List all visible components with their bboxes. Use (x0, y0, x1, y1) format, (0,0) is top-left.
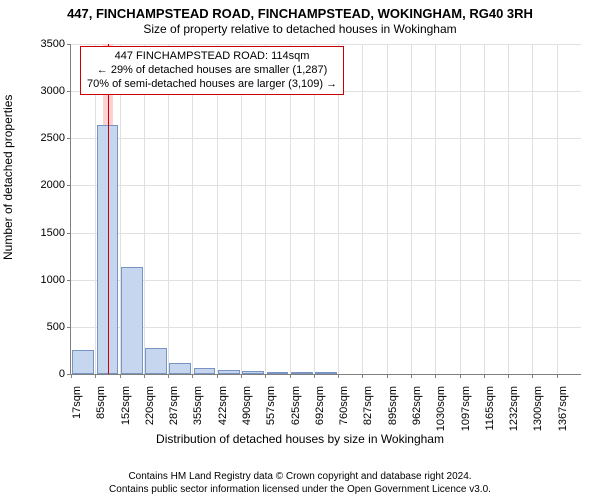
x-axis-title: Distribution of detached houses by size … (0, 432, 600, 446)
x-tick-label: 85sqm (95, 386, 107, 419)
bar (315, 372, 337, 374)
x-tick-label: 1097sqm (460, 386, 472, 431)
x-tick-label: 1300sqm (532, 386, 544, 431)
x-tick-mark (557, 374, 558, 378)
x-tick-mark (532, 374, 533, 378)
y-tick-mark (67, 138, 71, 139)
y-tick-label: 3000 (41, 85, 65, 97)
gridline-vertical (508, 44, 509, 374)
x-tick-label: 1367sqm (557, 386, 569, 431)
attribution-text: Contains HM Land Registry data © Crown c… (0, 470, 600, 496)
chart-title-sub: Size of property relative to detached ho… (0, 22, 600, 36)
gridline-horizontal (71, 280, 581, 281)
gridline-horizontal (71, 185, 581, 186)
attribution-line-1: Contains HM Land Registry data © Crown c… (0, 470, 600, 483)
x-tick-label: 422sqm (217, 386, 229, 425)
y-tick-label: 2000 (41, 179, 65, 191)
gridline-horizontal (71, 44, 581, 45)
y-tick-label: 3500 (41, 38, 65, 50)
gridline-vertical (460, 44, 461, 374)
gridline-vertical (362, 44, 363, 374)
y-axis-title: Number of detached properties (1, 95, 15, 260)
y-tick-mark (67, 280, 71, 281)
gridline-horizontal (71, 233, 581, 234)
x-tick-mark (338, 374, 339, 378)
gridline-horizontal (71, 327, 581, 328)
annotation-line-3: 70% of semi-detached houses are larger (… (87, 78, 337, 92)
gridline-vertical (484, 44, 485, 374)
x-tick-label: 490sqm (241, 386, 253, 425)
x-tick-label: 895sqm (387, 386, 399, 425)
x-tick-label: 152sqm (120, 386, 132, 425)
x-tick-label: 287sqm (168, 386, 180, 425)
annotation-box: 447 FINCHAMPSTEAD ROAD: 114sqm← 29% of d… (80, 46, 344, 95)
x-tick-mark (71, 374, 72, 378)
x-tick-mark (387, 374, 388, 378)
gridline-vertical (557, 44, 558, 374)
x-tick-label: 827sqm (362, 386, 374, 425)
y-tick-label: 1000 (41, 274, 65, 286)
x-tick-label: 355sqm (192, 386, 204, 425)
y-tick-label: 2500 (41, 132, 65, 144)
x-tick-mark (168, 374, 169, 378)
bar (72, 350, 94, 375)
y-tick-mark (67, 327, 71, 328)
bar (267, 372, 289, 374)
x-tick-label: 557sqm (265, 386, 277, 425)
gridline-vertical (387, 44, 388, 374)
bar (242, 371, 264, 374)
gridline-vertical (411, 44, 412, 374)
gridline-horizontal (71, 138, 581, 139)
x-tick-label: 1030sqm (435, 386, 447, 431)
x-tick-label: 692sqm (314, 386, 326, 425)
x-tick-mark (120, 374, 121, 378)
bar (145, 348, 167, 374)
x-tick-mark (411, 374, 412, 378)
chart-title-main: 447, FINCHAMPSTEAD ROAD, FINCHAMPSTEAD, … (0, 6, 600, 21)
bar (194, 368, 216, 374)
x-tick-label: 220sqm (144, 386, 156, 425)
bar (218, 370, 240, 374)
x-tick-label: 962sqm (411, 386, 423, 425)
y-tick-label: 0 (59, 368, 65, 380)
x-tick-mark (484, 374, 485, 378)
x-tick-label: 1165sqm (484, 386, 496, 430)
attribution-line-2: Contains public sector information licen… (0, 483, 600, 496)
x-tick-label: 760sqm (338, 386, 350, 425)
annotation-line-1: 447 FINCHAMPSTEAD ROAD: 114sqm (87, 50, 337, 64)
x-tick-mark (435, 374, 436, 378)
y-tick-label: 1500 (41, 227, 65, 239)
bar (169, 363, 191, 374)
x-tick-mark (290, 374, 291, 378)
x-tick-mark (217, 374, 218, 378)
x-tick-label: 17sqm (71, 386, 83, 419)
y-tick-mark (67, 91, 71, 92)
chart-container: 447, FINCHAMPSTEAD ROAD, FINCHAMPSTEAD, … (0, 0, 600, 500)
x-tick-label: 1232sqm (508, 386, 520, 431)
x-tick-mark (192, 374, 193, 378)
x-tick-mark (144, 374, 145, 378)
y-tick-label: 500 (47, 321, 65, 333)
bar (291, 372, 313, 374)
x-tick-mark (241, 374, 242, 378)
gridline-vertical (435, 44, 436, 374)
bar (121, 267, 143, 374)
x-tick-mark (95, 374, 96, 378)
annotation-line-2: ← 29% of detached houses are smaller (1,… (87, 64, 337, 78)
x-tick-label: 625sqm (290, 386, 302, 425)
x-tick-mark (265, 374, 266, 378)
y-tick-mark (67, 185, 71, 186)
y-tick-mark (67, 233, 71, 234)
x-tick-mark (508, 374, 509, 378)
x-tick-mark (362, 374, 363, 378)
x-tick-mark (460, 374, 461, 378)
gridline-vertical (532, 44, 533, 374)
y-tick-mark (67, 44, 71, 45)
x-tick-mark (314, 374, 315, 378)
